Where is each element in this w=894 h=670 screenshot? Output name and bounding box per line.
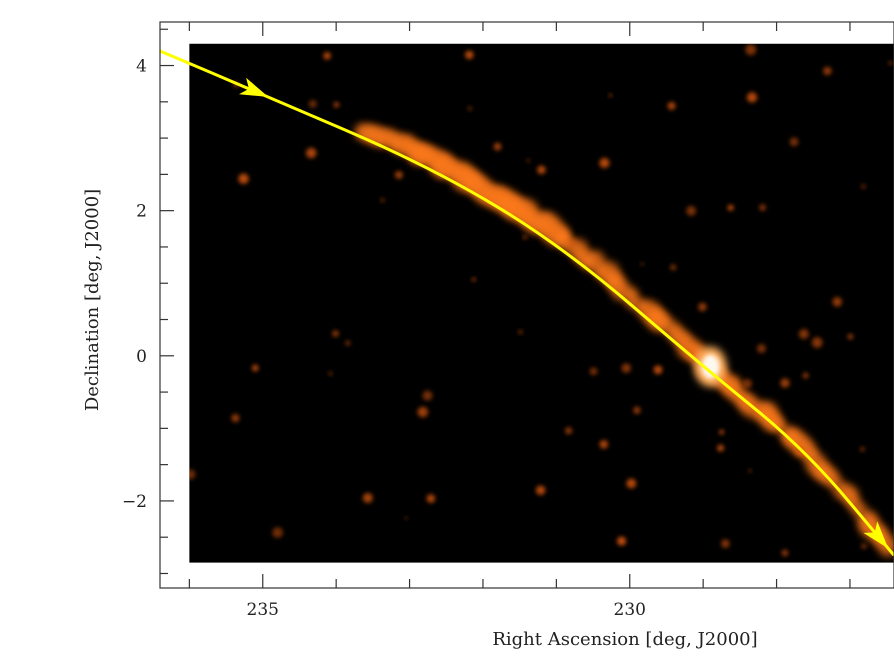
source-blob (380, 198, 385, 203)
source-blob (345, 340, 351, 346)
source-blob (698, 302, 707, 312)
source-blob (861, 184, 866, 189)
source-blob (493, 142, 502, 151)
source-blob (589, 367, 598, 376)
y-tick-label: −2 (122, 492, 147, 512)
source-blob (746, 92, 758, 103)
source-blob (272, 527, 283, 538)
source-blob (608, 93, 613, 98)
source-blob (565, 427, 573, 435)
source-blob (394, 170, 403, 179)
source-blob (860, 446, 865, 452)
source-blob (759, 204, 766, 211)
source-blob (362, 492, 373, 503)
source-blob (251, 364, 259, 372)
source-blob (686, 205, 697, 216)
source-blob (522, 235, 527, 240)
source-blob (569, 239, 577, 247)
source-blob (780, 378, 790, 388)
y-tick-label: 2 (136, 202, 147, 222)
source-blob (811, 337, 823, 348)
source-blob (537, 165, 546, 175)
plot-frame (159, 21, 894, 589)
source-blob (633, 406, 641, 414)
source-blob (471, 277, 476, 282)
source-blob (616, 536, 627, 546)
source-blob (626, 478, 637, 489)
source-blob (860, 543, 867, 550)
source-blob (670, 264, 677, 271)
source-blob (467, 106, 473, 111)
source-blob (535, 485, 546, 496)
source-blob (667, 101, 676, 110)
source-blob (332, 330, 339, 337)
source-blob (404, 516, 408, 520)
source-blob (653, 365, 663, 375)
source-blob (308, 99, 317, 108)
source-blob (789, 137, 799, 147)
source-blob (742, 378, 753, 389)
y-axis-label: Declination [deg, J2000] (82, 189, 103, 411)
source-blob (305, 147, 317, 159)
source-blob (526, 158, 530, 163)
y-tick-label: 0 (136, 347, 147, 367)
arrowhead-icon (239, 77, 269, 97)
source-blob (823, 66, 832, 76)
source-blob (426, 494, 436, 503)
source-blob (323, 51, 331, 60)
x-tick-label: 230 (614, 600, 646, 620)
stream-blob (773, 419, 788, 434)
source-blob (832, 297, 843, 307)
cluster-core (701, 354, 720, 379)
source-blob (781, 549, 789, 557)
y-tick-label: 4 (136, 57, 147, 77)
source-blob (328, 371, 333, 376)
source-blob (465, 50, 474, 60)
source-blob (422, 390, 433, 401)
source-blob (599, 440, 609, 449)
source-blob (847, 333, 854, 340)
source-blob (599, 157, 610, 169)
source-blob (518, 329, 523, 335)
source-blob (717, 444, 725, 452)
source-blob (189, 469, 196, 480)
source-blob (745, 44, 757, 56)
source-blob (231, 414, 240, 423)
source-blob (640, 262, 644, 266)
source-blob (333, 101, 340, 108)
source-blob (802, 372, 809, 379)
source-blob (417, 406, 429, 418)
x-axis-label: Right Ascension [deg, J2000] (492, 629, 757, 650)
density-image (189, 43, 894, 563)
orbit-arrow (159, 49, 894, 557)
source-blob (888, 61, 893, 65)
source-blob (721, 539, 730, 548)
source-blob (756, 344, 766, 354)
x-tick-label: 235 (247, 600, 279, 620)
arrowhead-icon (863, 521, 889, 549)
source-blob (748, 469, 752, 473)
source-blob (727, 204, 734, 211)
source-blob (238, 173, 249, 185)
source-blob (798, 329, 809, 340)
source-blob (621, 363, 632, 373)
source-blob (719, 429, 725, 435)
